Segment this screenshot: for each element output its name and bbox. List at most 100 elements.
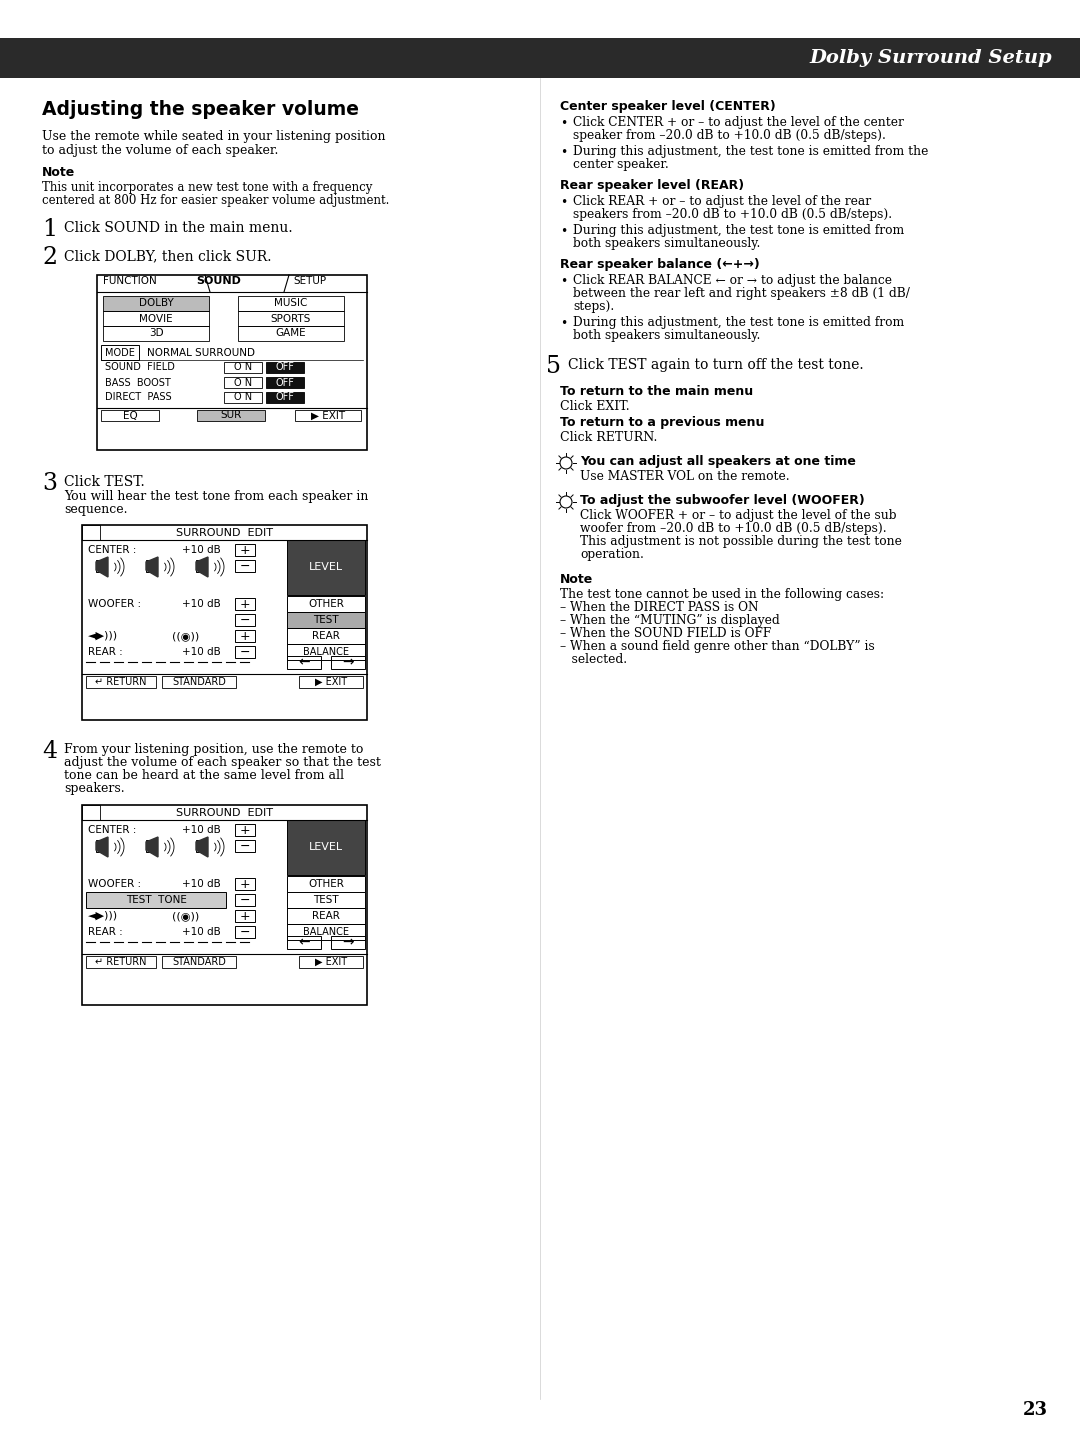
Bar <box>287 924 365 940</box>
Bar <box>224 377 262 389</box>
Text: BALANCE: BALANCE <box>303 927 349 937</box>
Text: 23: 23 <box>1023 1402 1048 1419</box>
Text: 1: 1 <box>42 217 57 240</box>
Text: speaker from –20.0 dB to +10.0 dB (0.5 dB/steps).: speaker from –20.0 dB to +10.0 dB (0.5 d… <box>573 130 886 142</box>
Text: −: − <box>240 613 251 626</box>
Bar <box>102 410 159 422</box>
Text: speakers.: speakers. <box>64 781 124 794</box>
Text: MUSIC: MUSIC <box>274 298 308 308</box>
Bar <box>287 540 365 594</box>
Text: DOLBY: DOLBY <box>138 298 174 308</box>
Bar <box>102 345 139 360</box>
Text: •: • <box>561 275 567 288</box>
Polygon shape <box>146 837 158 858</box>
Text: FUNCTION: FUNCTION <box>103 276 157 286</box>
Bar <box>287 656 321 669</box>
Text: SURROUND  EDIT: SURROUND EDIT <box>175 528 272 538</box>
Text: OFF: OFF <box>275 393 295 403</box>
Text: Use MASTER VOL on the remote.: Use MASTER VOL on the remote. <box>580 471 789 484</box>
Text: To return to a previous menu: To return to a previous menu <box>561 416 765 429</box>
Text: SOUND: SOUND <box>197 276 241 286</box>
Text: REAR :: REAR : <box>87 648 123 658</box>
Text: to adjust the volume of each speaker.: to adjust the volume of each speaker. <box>42 144 279 157</box>
Bar <box>287 876 365 892</box>
Bar <box>86 955 156 968</box>
Bar <box>299 676 363 688</box>
Text: →: → <box>342 655 354 669</box>
Text: MOVIE: MOVIE <box>139 314 173 324</box>
Bar <box>162 676 237 688</box>
Bar <box>235 614 255 626</box>
Text: ((◉)): ((◉)) <box>172 911 199 921</box>
Text: →: → <box>342 935 354 948</box>
Text: OFF: OFF <box>275 363 295 373</box>
Text: ▶ EXIT: ▶ EXIT <box>311 410 346 420</box>
Bar <box>162 955 237 968</box>
Text: +: + <box>240 823 251 836</box>
Text: SETUP: SETUP <box>293 276 326 286</box>
Bar <box>235 909 255 922</box>
Text: CENTER :: CENTER : <box>87 545 136 555</box>
Polygon shape <box>96 557 108 577</box>
Bar <box>103 311 210 327</box>
Bar <box>235 927 255 938</box>
Text: SPORTS: SPORTS <box>271 314 311 324</box>
Text: REAR: REAR <box>312 911 340 921</box>
Text: TEST  TONE: TEST TONE <box>125 895 187 905</box>
Text: Note: Note <box>561 573 593 586</box>
Text: ↵ RETURN: ↵ RETURN <box>95 957 147 967</box>
Text: The test tone cannot be used in the following cases:: The test tone cannot be used in the foll… <box>561 589 885 602</box>
Bar <box>287 820 365 875</box>
Bar <box>287 892 365 908</box>
Bar <box>235 894 255 907</box>
Text: Click EXIT.: Click EXIT. <box>561 400 630 413</box>
Text: woofer from –20.0 dB to +10.0 dB (0.5 dB/steps).: woofer from –20.0 dB to +10.0 dB (0.5 dB… <box>580 522 887 535</box>
Text: Click TEST.: Click TEST. <box>64 475 145 489</box>
Text: +10 dB: +10 dB <box>183 825 220 835</box>
Text: You can adjust all speakers at one time: You can adjust all speakers at one time <box>580 455 855 468</box>
Text: BALANCE: BALANCE <box>303 648 349 658</box>
Bar <box>235 878 255 889</box>
Text: Click DOLBY, then click SUR.: Click DOLBY, then click SUR. <box>64 249 271 263</box>
Text: 5: 5 <box>546 355 561 378</box>
Bar <box>287 596 365 612</box>
Text: To adjust the subwoofer level (WOOFER): To adjust the subwoofer level (WOOFER) <box>580 494 865 507</box>
Text: Rear speaker balance (←+→): Rear speaker balance (←+→) <box>561 258 759 271</box>
Text: TEST: TEST <box>313 614 339 625</box>
Text: 3D: 3D <box>149 328 163 338</box>
Bar <box>82 804 100 820</box>
Text: center speaker.: center speaker. <box>573 158 669 171</box>
Bar <box>97 275 367 450</box>
Bar <box>238 327 345 341</box>
Text: Click RETURN.: Click RETURN. <box>561 432 658 445</box>
Text: NORMAL SURROUND: NORMAL SURROUND <box>147 347 255 357</box>
Text: This adjustment is not possible during the test tone: This adjustment is not possible during t… <box>580 535 902 548</box>
Text: between the rear left and right speakers ±8 dB (1 dB/: between the rear left and right speakers… <box>573 286 909 299</box>
Text: O N: O N <box>234 393 252 403</box>
Bar <box>266 377 303 389</box>
Polygon shape <box>146 557 158 577</box>
Text: Click CENTER + or – to adjust the level of the center: Click CENTER + or – to adjust the level … <box>573 117 904 130</box>
Text: REAR :: REAR : <box>87 927 123 937</box>
Text: +10 dB: +10 dB <box>183 545 220 555</box>
Text: SOUND  FIELD: SOUND FIELD <box>105 363 175 373</box>
Text: ▶ EXIT: ▶ EXIT <box>315 676 347 686</box>
Text: −: − <box>240 894 251 907</box>
Bar <box>197 410 265 422</box>
Text: STANDARD: STANDARD <box>172 676 226 686</box>
Bar <box>235 544 255 555</box>
Text: ▶ EXIT: ▶ EXIT <box>315 957 347 967</box>
Text: SUR: SUR <box>220 410 242 420</box>
Text: both speakers simultaneously.: both speakers simultaneously. <box>573 330 760 342</box>
Bar <box>96 560 104 571</box>
Text: Click REAR + or – to adjust the level of the rear: Click REAR + or – to adjust the level of… <box>573 196 872 209</box>
Text: +: + <box>240 544 251 557</box>
Bar <box>235 599 255 610</box>
Text: From your listening position, use the remote to: From your listening position, use the re… <box>64 743 363 755</box>
Text: +10 dB: +10 dB <box>183 879 220 889</box>
Text: OTHER: OTHER <box>308 879 343 889</box>
Text: This unit incorporates a new test tone with a frequency: This unit incorporates a new test tone w… <box>42 181 373 194</box>
Bar <box>295 410 361 422</box>
Bar <box>195 840 204 852</box>
Bar <box>235 630 255 642</box>
